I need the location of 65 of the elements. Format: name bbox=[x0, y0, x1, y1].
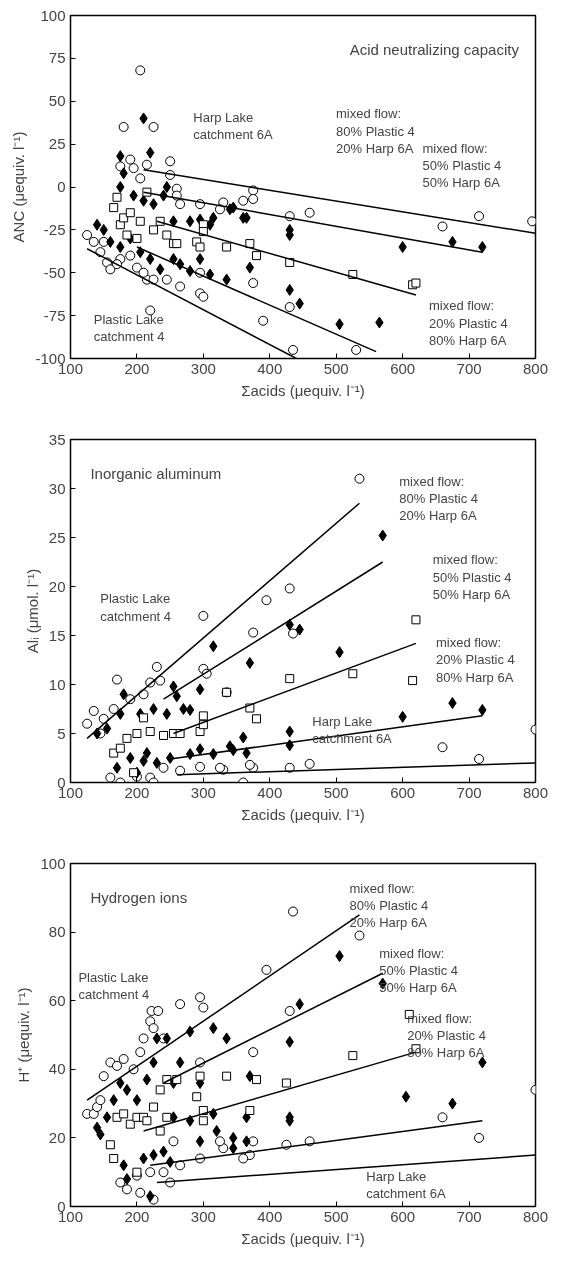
y-tick-label: 10 bbox=[48, 675, 66, 693]
x-tick-label: 400 bbox=[257, 783, 283, 801]
annotation: mixed flow: 50% Plastic 4 50% Harp 6A bbox=[379, 945, 459, 996]
x-tick-label: 300 bbox=[190, 783, 216, 801]
x-tick-label: 700 bbox=[456, 359, 482, 377]
y-tick-label: 60 bbox=[48, 991, 66, 1009]
text: Inorganic aluminum bbox=[90, 465, 222, 483]
x-axis-title: Σacids (μequiv. l⁻¹) bbox=[241, 805, 365, 823]
y-tick-label: 25 bbox=[48, 135, 66, 153]
y-tick-label: 20 bbox=[48, 1128, 66, 1146]
y-tick-label: 40 bbox=[48, 1060, 66, 1078]
annotation: mixed flow: 20% Plastic 4 80% Harp 6A bbox=[435, 635, 515, 685]
annotation: mixed flow: 50% Plastic 4 50% Harp 6A bbox=[432, 552, 512, 602]
x-tick-label: 600 bbox=[390, 359, 416, 377]
text: Hydrogen ions bbox=[90, 889, 188, 907]
y-tick-label: -50 bbox=[43, 263, 66, 281]
annotation: mixed flow: 80% Plastic 4 20% Harp 6A bbox=[399, 473, 479, 524]
annotation: mixed flow: 20% Plastic 4 80% Harp 6A bbox=[429, 298, 508, 348]
annotation: Harp Lake catchment 6A bbox=[193, 109, 274, 143]
x-axis-title: Σacids (μequiv. l⁻¹) bbox=[241, 381, 365, 399]
x-axis-title: Σacids (μequiv. l⁻¹) bbox=[241, 1229, 365, 1247]
x-tick-label: 800 bbox=[522, 359, 549, 377]
x-tick-label: 400 bbox=[257, 1207, 283, 1225]
x-tick-label: 200 bbox=[124, 783, 150, 801]
x-tick-label: 600 bbox=[390, 1207, 416, 1225]
y-axis-title: ANC (μequiv. l⁻¹) bbox=[10, 131, 28, 243]
x-tick-label: 500 bbox=[323, 359, 349, 377]
y-axis-title: Alᵢ (μmol. l⁻¹) bbox=[23, 568, 41, 654]
x-tick-label: 300 bbox=[190, 1207, 216, 1225]
annotation: Harp Lake catchment 6A bbox=[312, 713, 393, 747]
x-tick-label: 500 bbox=[323, 1207, 349, 1225]
y-tick-label: 35 bbox=[48, 430, 66, 448]
y-tick-label: 20 bbox=[48, 577, 66, 595]
x-tick-label: 700 bbox=[456, 1207, 482, 1225]
y-tick-label: 80 bbox=[48, 923, 66, 941]
x-tick-label: 400 bbox=[257, 359, 283, 377]
y-tick-label: 30 bbox=[48, 479, 66, 497]
y-tick-label: 75 bbox=[48, 49, 66, 67]
x-tick-label: 200 bbox=[124, 359, 150, 377]
y-tick-label: 5 bbox=[57, 724, 66, 742]
y-tick-label: 100 bbox=[40, 6, 66, 24]
x-tick-label: 700 bbox=[456, 783, 482, 801]
text: Acid neutralizing capacity bbox=[349, 41, 520, 59]
y-tick-label: 25 bbox=[48, 528, 66, 546]
annotation: Harp Lake catchment 6A bbox=[366, 1168, 447, 1202]
y-axis-title: H⁺ (μequiv. l⁻¹) bbox=[15, 987, 33, 1083]
y-tick-label: 0 bbox=[57, 178, 66, 195]
annotation: mixed flow: 80% Plastic 4 20% Harp 6A bbox=[336, 106, 415, 156]
x-tick-label: 500 bbox=[323, 783, 349, 801]
y-tick-label: 15 bbox=[48, 626, 66, 644]
x-tick-label: 600 bbox=[390, 783, 416, 801]
annotation: Plastic Lake catchment 4 bbox=[93, 312, 165, 345]
y-tick-label: 50 bbox=[48, 92, 66, 110]
annotation: Plastic Lake catchment 4 bbox=[100, 591, 172, 624]
y-tick-label: -25 bbox=[43, 220, 66, 238]
y-tick-label: -75 bbox=[43, 306, 66, 324]
annotation: mixed flow: 20% Plastic 4 80% Harp 6A bbox=[407, 1010, 486, 1061]
x-tick-label: 800 bbox=[522, 783, 549, 801]
y-tick-label: 100 bbox=[40, 854, 66, 872]
x-tick-label: 800 bbox=[522, 1207, 549, 1225]
annotation: mixed flow: 50% Plastic 4 50% Harp 6A bbox=[422, 140, 502, 191]
x-tick-label: 300 bbox=[190, 359, 216, 377]
annotation: mixed flow: 80% Plastic 4 20% Harp 6A bbox=[349, 880, 429, 931]
annotation: Plastic Lake catchment 4 bbox=[78, 969, 150, 1003]
x-tick-label: 200 bbox=[124, 1207, 150, 1225]
